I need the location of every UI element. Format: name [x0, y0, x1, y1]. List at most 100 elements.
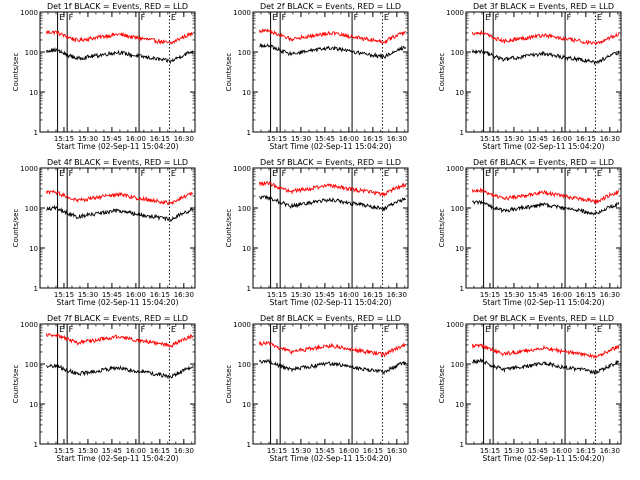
x-tick-label: 15:15: [480, 135, 500, 143]
lld-series-line: [45, 29, 194, 45]
x-tick-label: 16:30: [387, 291, 407, 299]
y-tick-label: 100: [451, 361, 464, 369]
x-tick-label: 15:15: [267, 447, 287, 455]
plot-frame: [252, 167, 409, 289]
x-tick-label: 15:45: [528, 447, 548, 455]
plot-frame: [39, 167, 196, 289]
x-axis-label: Start Time (02-Sep-11 15:04:20): [270, 142, 392, 151]
time-marker-label: E: [171, 325, 176, 334]
time-marker-label: F: [282, 169, 287, 178]
detector-panel-9: Det 9f BLACK = Events, RED = LLD 1000 100 1…: [438, 314, 622, 463]
panel-title: Det 1f BLACK = Events, RED = LLD: [47, 2, 188, 11]
x-tick-label: 15:45: [315, 291, 335, 299]
y-tick-label: 1: [247, 285, 251, 293]
panel-title: Det 8f BLACK = Events, RED = LLD: [260, 314, 401, 323]
x-tick-label: 16:30: [600, 291, 620, 299]
x-tick-label: 15:45: [528, 291, 548, 299]
x-tick-label: 16:00: [339, 291, 359, 299]
events-series-line: [259, 194, 406, 212]
x-tick-label: 16:15: [576, 447, 596, 455]
detector-panel-1: Det 1f BLACK = Events, RED = LLD 1000 100 1…: [12, 2, 196, 151]
plot-frame: [252, 323, 409, 445]
y-axis-label: Counts/sec: [12, 365, 20, 404]
detector-panel-4: Det 4f BLACK = Events, RED = LLD 1000 100 1…: [12, 158, 196, 307]
plot-frame: [465, 167, 622, 289]
x-tick-label: 15:45: [102, 135, 122, 143]
y-axis-label: Counts/sec: [12, 209, 20, 248]
x-tick-label: 16:15: [576, 135, 596, 143]
y-tick-label: 1000: [233, 321, 251, 329]
x-tick-label: 16:00: [126, 291, 146, 299]
lld-series-line: [45, 189, 194, 206]
time-marker-label: F: [495, 13, 500, 22]
y-tick-label: 10: [455, 401, 464, 409]
y-tick-label: 100: [25, 49, 38, 57]
x-tick-label: 15:30: [291, 291, 311, 299]
y-tick-label: 1000: [20, 9, 38, 17]
y-tick-label: 1: [247, 129, 251, 137]
x-tick-label: 16:00: [552, 135, 572, 143]
x-axis-label: Start Time (02-Sep-11 15:04:20): [483, 142, 605, 151]
y-tick-label: 1: [247, 441, 251, 449]
x-tick-label: 16:15: [150, 291, 170, 299]
y-tick-label: 1000: [446, 165, 464, 173]
y-axis-label: Counts/sec: [225, 365, 233, 404]
time-marker-label: F: [567, 169, 572, 178]
x-tick-label: 16:00: [339, 135, 359, 143]
x-tick-label: 15:45: [315, 135, 335, 143]
x-tick-label: 15:15: [480, 291, 500, 299]
detector-panel-6: Det 6f BLACK = Events, RED = LLD 1000 100 1…: [438, 158, 622, 307]
detector-panel-8: Det 8f BLACK = Events, RED = LLD 1000 100 1…: [225, 314, 409, 463]
x-tick-label: 15:15: [267, 135, 287, 143]
x-tick-label: 16:30: [387, 447, 407, 455]
events-series-line: [259, 42, 407, 60]
y-axis-label: Counts/sec: [438, 365, 446, 404]
events-series-line: [472, 199, 620, 216]
y-axis-label: Counts/sec: [225, 209, 233, 248]
y-tick-label: 1000: [446, 321, 464, 329]
x-tick-label: 16:00: [339, 447, 359, 455]
time-marker-label: F: [354, 169, 359, 178]
x-axis-label: Start Time (02-Sep-11 15:04:20): [57, 298, 179, 307]
x-tick-label: 16:15: [150, 447, 170, 455]
x-tick-label: 16:30: [174, 135, 194, 143]
time-marker-label: E: [171, 13, 176, 22]
y-tick-label: 100: [25, 361, 38, 369]
time-marker-label: F: [141, 13, 146, 22]
time-marker-label: E: [384, 13, 389, 22]
plot-frame: [465, 323, 622, 445]
y-axis-label: Counts/sec: [225, 53, 233, 92]
x-tick-label: 15:15: [54, 135, 74, 143]
x-tick-label: 15:30: [504, 291, 524, 299]
detector-panel-2: Det 2f BLACK = Events, RED = LLD 1000 100 1…: [225, 2, 409, 151]
x-tick-label: 15:30: [78, 447, 98, 455]
y-tick-label: 100: [25, 205, 38, 213]
lld-series-line: [258, 27, 406, 45]
panel-title: Det 3f BLACK = Events, RED = LLD: [473, 2, 614, 11]
time-marker-label: E: [597, 169, 602, 178]
lld-series-line: [258, 340, 406, 358]
y-tick-label: 10: [29, 89, 38, 97]
y-tick-label: 1: [34, 441, 38, 449]
events-series-line: [258, 358, 407, 376]
x-tick-label: 15:30: [291, 447, 311, 455]
y-axis-label: Counts/sec: [438, 209, 446, 248]
y-tick-label: 100: [451, 205, 464, 213]
detector-panel-3: Det 3f BLACK = Events, RED = LLD 1000 100 1…: [438, 2, 622, 151]
y-tick-label: 1000: [446, 9, 464, 17]
lld-series-line: [471, 187, 620, 205]
y-tick-label: 100: [238, 49, 251, 57]
time-marker-label: E: [272, 169, 277, 178]
y-tick-label: 1000: [233, 9, 251, 17]
y-tick-label: 1000: [233, 165, 251, 173]
events-series-line: [45, 46, 194, 65]
x-axis-label: Start Time (02-Sep-11 15:04:20): [483, 454, 605, 463]
time-marker-label: E: [59, 325, 64, 334]
x-axis-label: Start Time (02-Sep-11 15:04:20): [270, 454, 392, 463]
time-marker-label: F: [69, 169, 74, 178]
x-tick-label: 15:30: [291, 135, 311, 143]
x-tick-label: 16:15: [150, 135, 170, 143]
time-marker-label: E: [485, 325, 490, 334]
x-tick-label: 15:15: [480, 447, 500, 455]
